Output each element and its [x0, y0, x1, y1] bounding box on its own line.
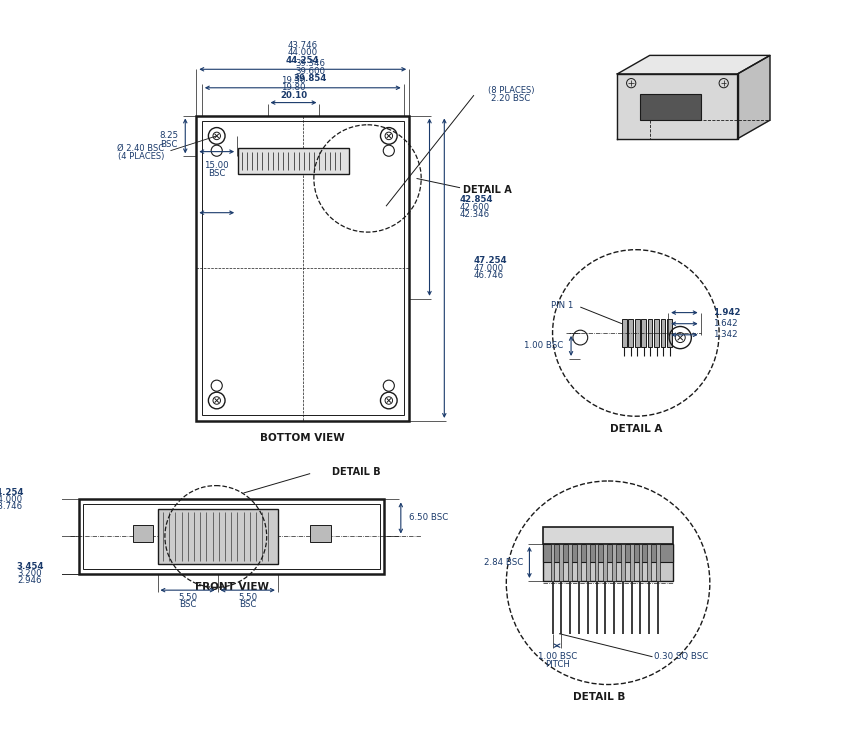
Text: 13.746: 13.746	[0, 503, 22, 511]
Bar	[648, 319, 653, 347]
Text: 44.000: 44.000	[287, 48, 318, 57]
Bar	[83, 504, 380, 569]
Text: DETAIL B: DETAIL B	[332, 467, 381, 477]
Bar	[543, 527, 673, 544]
Text: DETAIL A: DETAIL A	[609, 424, 662, 435]
Text: Ø 2.40 BSC: Ø 2.40 BSC	[117, 143, 164, 152]
Text: 14.000: 14.000	[0, 495, 22, 504]
Text: 39.600: 39.600	[295, 67, 326, 75]
Text: 2.946: 2.946	[18, 576, 42, 585]
Bar	[559, 544, 564, 581]
Bar	[667, 319, 672, 347]
Bar	[638, 544, 643, 581]
Bar	[630, 544, 633, 581]
Bar	[133, 525, 153, 542]
Text: 6.50 BSC: 6.50 BSC	[409, 514, 448, 522]
Text: BSC: BSC	[239, 601, 257, 610]
Bar	[157, 508, 278, 565]
Text: 1.00 BSC: 1.00 BSC	[537, 653, 577, 661]
Polygon shape	[617, 74, 738, 139]
Bar	[310, 525, 331, 542]
Text: 20.10: 20.10	[280, 91, 307, 100]
Text: PIN 1: PIN 1	[551, 301, 573, 310]
Bar	[622, 319, 626, 347]
Bar	[642, 319, 646, 347]
Text: 19.50: 19.50	[281, 76, 306, 85]
Text: 8.25: 8.25	[159, 132, 178, 140]
Bar	[202, 121, 404, 415]
Bar	[595, 544, 598, 581]
Text: 0.30 SQ BSC: 0.30 SQ BSC	[654, 653, 709, 661]
Bar	[660, 319, 666, 347]
Text: 39.854: 39.854	[293, 74, 327, 83]
Bar	[621, 544, 625, 581]
Bar	[79, 500, 384, 573]
Text: 39.346: 39.346	[295, 59, 326, 68]
Text: (8 PLACES): (8 PLACES)	[488, 86, 534, 95]
Bar	[640, 95, 700, 120]
Text: PITCH: PITCH	[545, 660, 570, 669]
Polygon shape	[617, 55, 770, 74]
Text: 2.84 BSC: 2.84 BSC	[484, 558, 523, 567]
Text: 42.854: 42.854	[459, 195, 493, 204]
Text: 1.00 BSC: 1.00 BSC	[524, 341, 563, 350]
Text: 1.342: 1.342	[712, 330, 737, 339]
Text: 42.346: 42.346	[459, 210, 490, 219]
Text: 1.942: 1.942	[712, 308, 740, 317]
Polygon shape	[738, 55, 770, 139]
Text: 42.600: 42.600	[459, 202, 490, 211]
Text: 14.254: 14.254	[0, 488, 24, 497]
Text: BSC: BSC	[160, 140, 178, 149]
Text: 5.50: 5.50	[178, 593, 197, 602]
Text: BSC: BSC	[208, 169, 225, 178]
Text: DETAIL B: DETAIL B	[573, 692, 625, 703]
Text: (4 PLACES): (4 PLACES)	[117, 151, 164, 161]
Text: 19.80: 19.80	[281, 84, 306, 92]
Text: FRONT VIEW: FRONT VIEW	[195, 582, 269, 593]
Bar	[604, 544, 607, 581]
Bar	[543, 544, 673, 562]
Bar	[654, 319, 659, 347]
Bar	[238, 148, 349, 174]
Text: 47.254: 47.254	[474, 256, 507, 265]
Bar	[612, 544, 616, 581]
Bar	[543, 544, 673, 581]
Bar	[577, 544, 581, 581]
Text: 1.642: 1.642	[712, 319, 737, 328]
Text: 46.746: 46.746	[474, 271, 504, 280]
Bar	[586, 544, 590, 581]
Text: BSC: BSC	[178, 601, 196, 610]
Text: 5.50: 5.50	[238, 593, 258, 602]
Bar	[196, 115, 409, 420]
Text: 15.00: 15.00	[204, 161, 229, 170]
Text: 47.000: 47.000	[474, 264, 504, 273]
Bar	[551, 544, 554, 581]
Text: DETAIL A: DETAIL A	[463, 185, 513, 194]
Bar	[635, 319, 639, 347]
Bar	[569, 544, 572, 581]
Bar	[656, 544, 660, 581]
Text: 44.254: 44.254	[286, 55, 320, 64]
Text: BOTTOM VIEW: BOTTOM VIEW	[260, 432, 345, 443]
Text: 3.454: 3.454	[16, 562, 43, 571]
Bar	[648, 544, 651, 581]
Bar	[628, 319, 633, 347]
Text: 43.746: 43.746	[287, 41, 318, 50]
Text: 3.200: 3.200	[18, 569, 42, 578]
Text: 2.20 BSC: 2.20 BSC	[491, 95, 530, 103]
